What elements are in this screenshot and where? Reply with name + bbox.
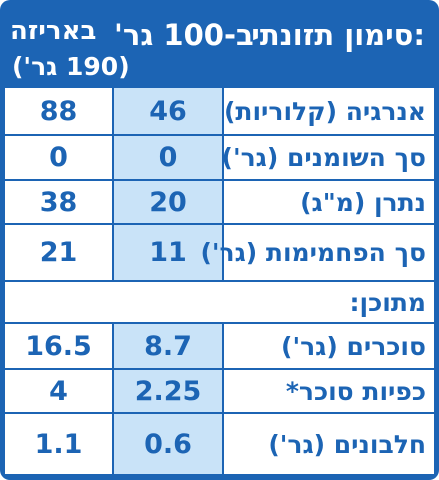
nutrient-label: כפיות סוכר* xyxy=(285,376,426,406)
nutrition-header: סימון תזונתי: ב-100 גר' באריזה (190 גר') xyxy=(0,0,439,88)
nutrient-label: סך השומנים (גר') xyxy=(221,143,426,172)
table-row: 88 46 אנרגיה (קלוריות) xyxy=(5,88,434,134)
per-package-value: 21 xyxy=(39,237,78,268)
nutrition-table: 88 46 אנרגיה (קלוריות) 0 0 סך השומנים (ג… xyxy=(5,88,434,474)
per-package-value: 0 xyxy=(49,142,68,173)
per-package-value: 4 xyxy=(49,375,68,407)
header-per-100g: ב-100 גר' xyxy=(114,18,254,52)
header-per-package: באריזה xyxy=(10,16,97,46)
section-label: מתוכן: xyxy=(349,287,427,317)
section-row: מתוכן: xyxy=(5,282,434,322)
nutrient-label: חלבונים (גר') xyxy=(268,429,426,459)
per-100g-value: 2.25 xyxy=(134,375,202,407)
per-package-value: 38 xyxy=(39,186,78,218)
row-divider xyxy=(5,368,434,370)
row-divider xyxy=(5,134,434,136)
per-100g-value: 46 xyxy=(149,95,187,127)
nutrient-label: נתרן (מ"ג) xyxy=(300,187,426,217)
per-100g-value: 8.7 xyxy=(144,330,192,362)
row-divider xyxy=(5,412,434,414)
header-title: סימון תזונתי: xyxy=(251,18,425,52)
row-divider xyxy=(5,322,434,324)
nutrient-label: סוכרים (גר') xyxy=(281,331,426,361)
table-row: 0 0 סך השומנים (גר') xyxy=(5,136,434,179)
table-row: 4 2.25 כפיות סוכר* xyxy=(5,370,434,412)
table-row: 21 11 סך הפחמימות (גר') xyxy=(5,225,434,280)
per-package-value: 16.5 xyxy=(25,330,92,362)
per-100g-value: 20 xyxy=(149,186,187,218)
row-divider xyxy=(5,280,434,282)
table-row: 1.1 0.6 חלבונים (גר') xyxy=(5,414,434,474)
per-package-value: 88 xyxy=(39,95,78,127)
table-row: 38 20 נתרן (מ"ג) xyxy=(5,181,434,223)
row-divider xyxy=(5,179,434,181)
per-package-value: 1.1 xyxy=(34,428,83,460)
header-package-weight: (190 גר') xyxy=(12,52,130,81)
nutrient-label: אנרגיה (קלוריות) xyxy=(223,96,426,126)
per-100g-value: 11 xyxy=(149,237,187,268)
per-100g-value: 0.6 xyxy=(144,428,192,460)
per-100g-value: 0 xyxy=(158,142,178,173)
row-divider xyxy=(5,223,434,225)
table-row: 16.5 8.7 סוכרים (גר') xyxy=(5,324,434,368)
nutrient-label: סך הפחמימות (גר') xyxy=(200,238,426,267)
